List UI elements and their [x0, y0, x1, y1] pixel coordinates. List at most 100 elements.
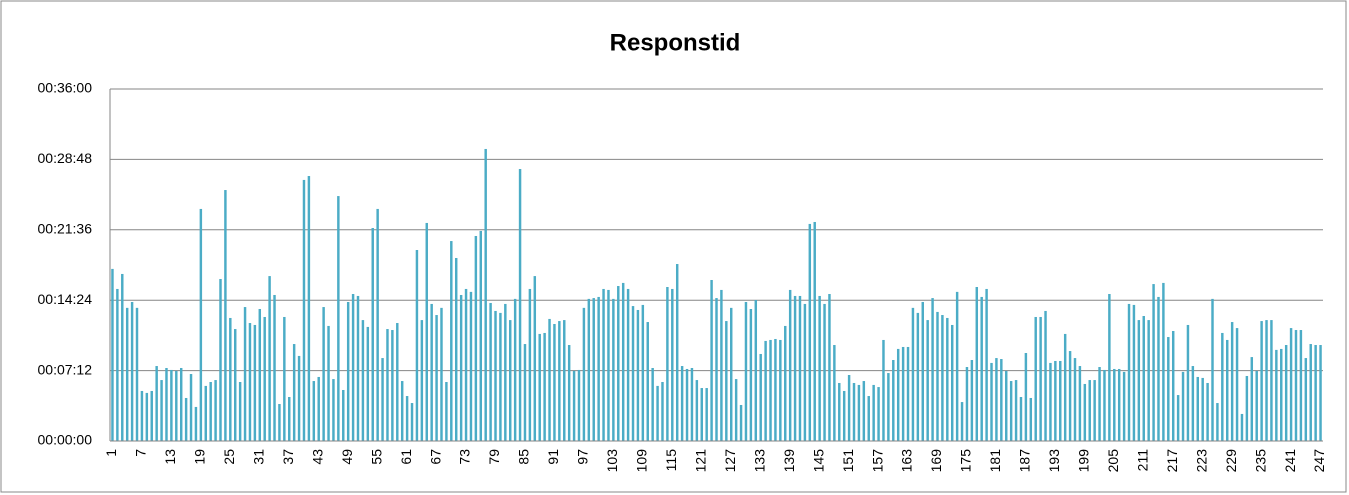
bar [391, 330, 394, 441]
bar [867, 396, 870, 441]
x-tick-label: 217 [1164, 449, 1180, 473]
bar [769, 339, 772, 441]
x-tick-label: 55 [368, 449, 384, 465]
bar [273, 294, 276, 441]
bar [1260, 321, 1263, 441]
x-tick-label: 127 [722, 449, 738, 473]
x-tick-label: 139 [781, 449, 797, 473]
bar [361, 320, 365, 441]
bar [415, 250, 419, 441]
bar [872, 384, 875, 441]
bar [533, 276, 537, 441]
bar [1014, 380, 1018, 441]
bar [975, 287, 979, 441]
bar [288, 397, 291, 441]
bar [882, 339, 885, 441]
bar [1113, 368, 1116, 441]
bar [528, 288, 532, 441]
x-tick-label: 175 [958, 449, 974, 473]
bar [229, 317, 232, 441]
bar [744, 301, 748, 441]
bar [400, 381, 404, 441]
bar [1265, 320, 1268, 441]
x-tick-label: 163 [899, 449, 915, 473]
x-tick-label: 13 [162, 449, 178, 465]
bar [1039, 316, 1042, 441]
bar [1216, 403, 1219, 441]
bar [1127, 303, 1131, 441]
bar [1181, 371, 1185, 441]
x-tick-label: 223 [1193, 449, 1209, 473]
bar [892, 360, 895, 441]
y-tick-label: 00:28:48 [38, 150, 93, 166]
bar [1005, 370, 1008, 441]
bar [263, 316, 266, 441]
x-tick-label: 199 [1076, 449, 1092, 473]
bar [1142, 316, 1145, 441]
bar [278, 404, 281, 441]
bar [1054, 360, 1057, 441]
bar [784, 325, 787, 441]
bar [680, 366, 684, 441]
bar [793, 295, 797, 441]
bar [356, 295, 360, 441]
bar [337, 196, 340, 441]
bar [1245, 375, 1249, 441]
bar [302, 179, 306, 441]
x-tick-label: 109 [634, 449, 650, 473]
bar [1270, 320, 1273, 441]
bar [1299, 330, 1303, 441]
bar [960, 402, 964, 441]
bar [474, 235, 478, 441]
bar [661, 382, 664, 441]
bar [788, 289, 792, 441]
bar [548, 318, 551, 441]
bar [725, 321, 728, 441]
bar [1304, 358, 1308, 441]
bar [980, 296, 983, 441]
bar [656, 385, 659, 441]
bar [887, 373, 890, 441]
x-tick-label: 79 [486, 449, 502, 465]
bar [214, 380, 217, 441]
bar [990, 362, 993, 441]
bar [1191, 366, 1195, 441]
bar [985, 288, 988, 441]
bar [803, 303, 807, 441]
bar [710, 279, 713, 441]
bar [754, 300, 758, 441]
bar [1176, 395, 1180, 441]
bar [425, 222, 428, 441]
bar [1152, 284, 1155, 441]
x-tick-label: 169 [928, 449, 944, 473]
bar [592, 298, 595, 441]
x-tick-label: 241 [1282, 449, 1298, 473]
x-tick-label: 115 [663, 449, 679, 472]
x-tick-label: 133 [751, 449, 767, 473]
bar [366, 326, 370, 441]
y-tick-label: 00:14:24 [38, 291, 93, 307]
bar [577, 369, 581, 441]
bar [1221, 332, 1224, 441]
bar [489, 302, 492, 441]
bar [317, 376, 320, 441]
bar [798, 295, 802, 441]
bar [405, 396, 409, 441]
bar [243, 307, 247, 441]
bar [734, 379, 738, 441]
bar [1000, 359, 1003, 441]
bar [759, 353, 762, 441]
bar [1196, 376, 1199, 441]
bar [160, 380, 163, 441]
bar [671, 288, 674, 441]
x-tick-label: 211 [1134, 449, 1150, 472]
bar [1132, 304, 1136, 441]
x-tick-label: 19 [192, 449, 208, 465]
bar [179, 367, 183, 441]
bar [774, 338, 777, 441]
bar [838, 382, 841, 441]
x-tick-label: 145 [810, 449, 826, 473]
bar [381, 358, 384, 441]
bar [612, 298, 615, 441]
bar [450, 241, 453, 441]
